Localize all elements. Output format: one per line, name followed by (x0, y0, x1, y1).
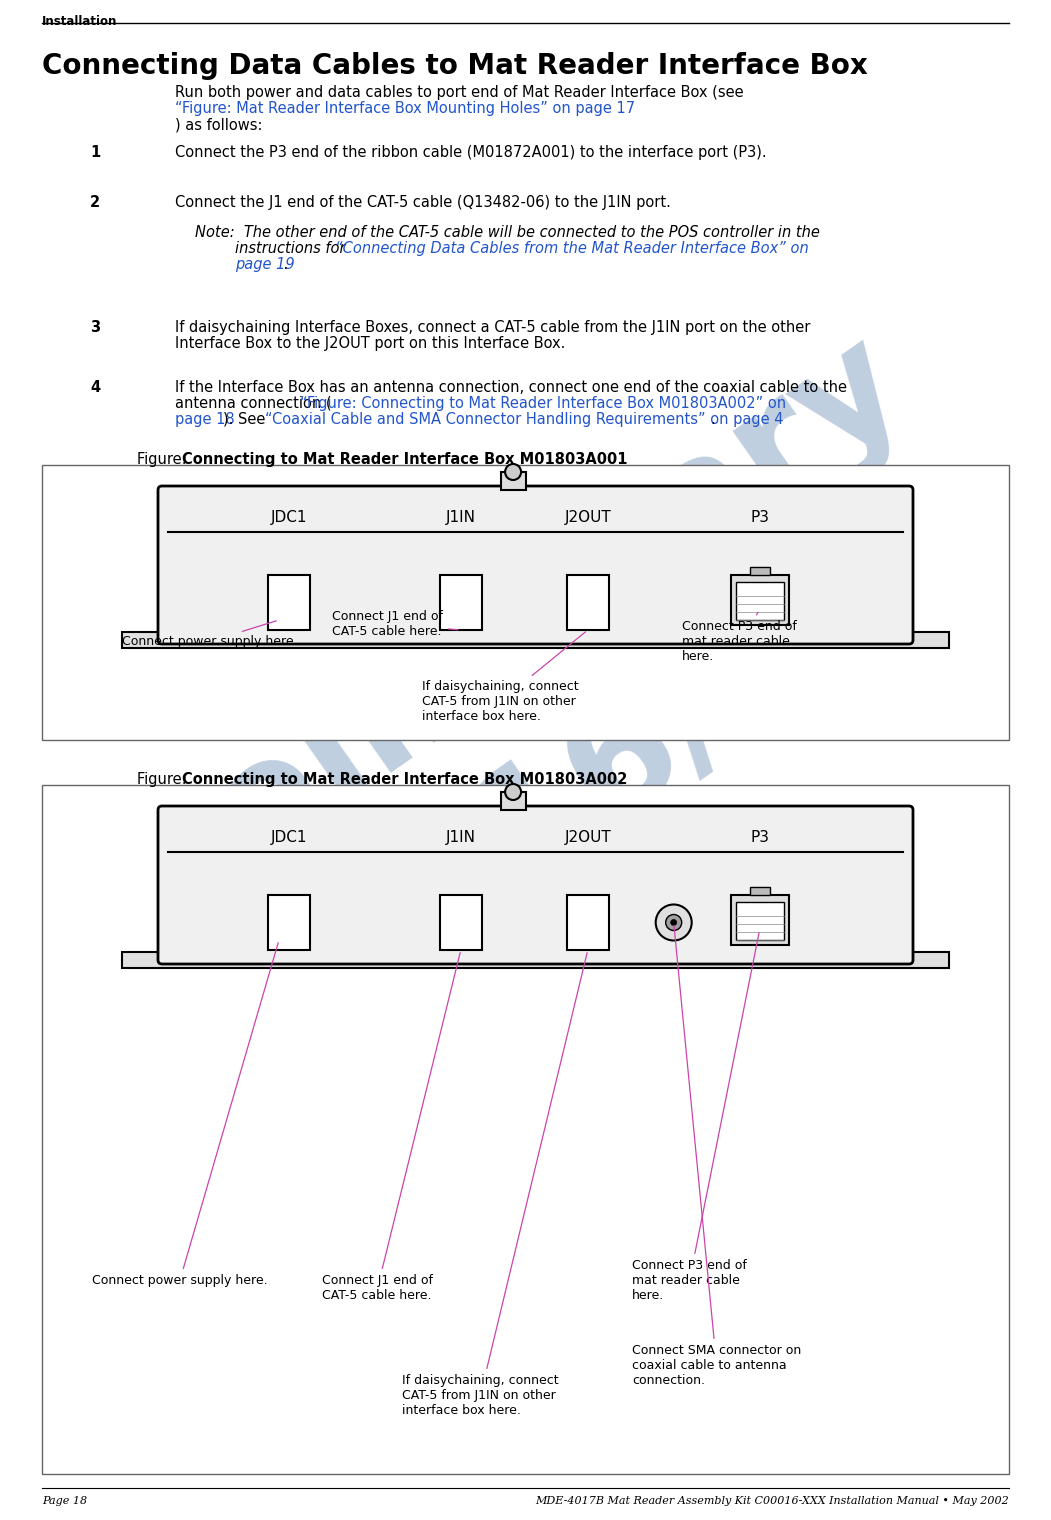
Text: antenna connection (: antenna connection ( (176, 397, 332, 410)
Text: Connect power supply here.: Connect power supply here. (122, 620, 297, 648)
Bar (730, 575, 788, 625)
Circle shape (506, 784, 521, 800)
Text: ). See: ). See (223, 412, 270, 427)
Text: Connect J1 end of
CAT-5 cable here.: Connect J1 end of CAT-5 cable here. (332, 610, 458, 638)
Bar (566, 895, 609, 950)
Text: “Figure: Connecting to Mat Reader Interface Box M01803A002” on: “Figure: Connecting to Mat Reader Interf… (300, 397, 786, 410)
Text: If daisychaining, connect
CAT-5 from J1IN on other
interface box here.: If daisychaining, connect CAT-5 from J1I… (423, 632, 585, 724)
Text: Page 18: Page 18 (42, 1496, 87, 1506)
Text: Connect P3 end of
mat reader cable
here.: Connect P3 end of mat reader cable here. (682, 613, 797, 663)
Text: MDE-4017B Mat Reader Assembly Kit C00016-XXX Installation Manual • May 2002: MDE-4017B Mat Reader Assembly Kit C00016… (535, 1496, 1009, 1506)
Bar (749, 567, 769, 575)
FancyBboxPatch shape (158, 806, 913, 964)
Text: “Coaxial Cable and SMA Connector Handling Requirements” on page 4: “Coaxial Cable and SMA Connector Handlin… (265, 412, 783, 427)
Bar (268, 895, 310, 950)
Text: If the Interface Box has an antenna connection, connect one end of the coaxial c: If the Interface Box has an antenna conn… (176, 380, 847, 395)
Text: 1: 1 (90, 144, 100, 160)
Bar (439, 575, 481, 629)
Circle shape (665, 915, 682, 930)
Text: J2OUT: J2OUT (564, 511, 612, 524)
Text: “Figure: Mat Reader Interface Box Mounting Holes” on page 17: “Figure: Mat Reader Interface Box Mounti… (176, 100, 635, 116)
Text: If daisychaining, connect
CAT-5 from J1IN on other
interface box here.: If daisychaining, connect CAT-5 from J1I… (401, 953, 588, 1417)
Bar (122, 952, 949, 968)
Text: Connect power supply here.: Connect power supply here. (92, 942, 279, 1287)
Bar (268, 575, 310, 629)
Text: page 18: page 18 (176, 412, 234, 427)
FancyBboxPatch shape (158, 486, 913, 644)
Text: Note:  The other end of the CAT-5 cable will be connected to the POS controller : Note: The other end of the CAT-5 cable w… (195, 225, 820, 240)
Circle shape (506, 464, 521, 480)
Text: Run both power and data cables to port end of Mat Reader Interface Box (see: Run both power and data cables to port e… (176, 85, 748, 100)
Text: Connect J1 end of
CAT-5 cable here.: Connect J1 end of CAT-5 cable here. (322, 953, 460, 1303)
Text: J1IN: J1IN (446, 511, 476, 524)
Text: .: . (283, 257, 288, 272)
Bar (500, 473, 526, 489)
Text: JDC1: JDC1 (271, 511, 307, 524)
Text: P3: P3 (750, 830, 769, 845)
Bar (749, 888, 769, 895)
Bar (566, 575, 609, 629)
Text: Interface Box to the J2OUT port on this Interface Box.: Interface Box to the J2OUT port on this … (176, 336, 565, 351)
Text: Connect the J1 end of the CAT-5 cable (Q13482-06) to the J1IN port.: Connect the J1 end of the CAT-5 cable (Q… (176, 195, 671, 210)
Text: 3: 3 (90, 321, 100, 334)
Bar (730, 895, 788, 945)
Text: JDC1: JDC1 (271, 830, 307, 845)
Text: P3: P3 (750, 511, 769, 524)
Text: Connect the P3 end of the ribbon cable (M01872A001) to the interface port (P3).: Connect the P3 end of the ribbon cable (… (176, 144, 766, 160)
Circle shape (656, 904, 692, 941)
Bar (42, 465, 1009, 740)
Bar (439, 895, 481, 950)
Text: instructions for: instructions for (235, 242, 350, 255)
Bar (736, 901, 784, 939)
Text: Figure:: Figure: (137, 451, 191, 467)
Text: Preliminary
05/16/02: Preliminary 05/16/02 (30, 302, 1030, 1137)
Bar (500, 792, 526, 810)
Text: ) as follows:: ) as follows: (176, 117, 263, 132)
Text: 2: 2 (90, 195, 100, 210)
Text: page 19: page 19 (235, 257, 294, 272)
Text: Connect SMA connector on
coaxial cable to antenna
connection.: Connect SMA connector on coaxial cable t… (632, 926, 801, 1386)
Text: .: . (710, 412, 715, 427)
Bar (736, 582, 784, 620)
Text: “Connecting Data Cables from the Mat Reader Interface Box” on: “Connecting Data Cables from the Mat Rea… (335, 242, 809, 255)
Bar (42, 784, 1009, 1474)
Text: Figure:: Figure: (137, 772, 191, 787)
Circle shape (671, 920, 677, 926)
Text: If daisychaining Interface Boxes, connect a CAT-5 cable from the J1IN port on th: If daisychaining Interface Boxes, connec… (176, 321, 810, 334)
Text: Connecting Data Cables to Mat Reader Interface Box: Connecting Data Cables to Mat Reader Int… (42, 52, 868, 81)
Text: Connecting to Mat Reader Interface Box M01803A002: Connecting to Mat Reader Interface Box M… (182, 772, 627, 787)
Text: Installation: Installation (42, 15, 118, 27)
Text: 4: 4 (90, 380, 100, 395)
Text: Connect P3 end of
mat reader cable
here.: Connect P3 end of mat reader cable here. (632, 933, 759, 1303)
Bar (122, 632, 949, 648)
Text: J1IN: J1IN (446, 830, 476, 845)
Text: J2OUT: J2OUT (564, 830, 612, 845)
Text: Connecting to Mat Reader Interface Box M01803A001: Connecting to Mat Reader Interface Box M… (182, 451, 627, 467)
